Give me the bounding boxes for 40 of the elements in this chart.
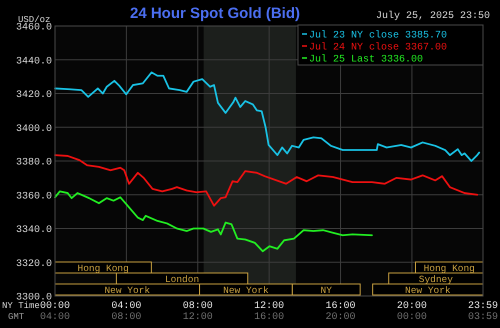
y-tick-label: 3320.0 (16, 258, 52, 270)
legend-label: Jul 23 NY close 3385.70 (309, 30, 448, 42)
y-tick-label: 3340.0 (16, 225, 52, 236)
y-tick-label: 3440.0 (16, 56, 52, 68)
x-tick-label: 20:00 (396, 301, 427, 312)
text: 00:00 (396, 312, 427, 323)
text: GMT (8, 312, 25, 322)
x-tick-label: 08:00 (182, 301, 213, 312)
text: 03:59 (468, 312, 498, 323)
band-label: Hong Kong (424, 263, 475, 274)
text: 16:00 (254, 312, 284, 323)
band-label: New York (405, 285, 451, 296)
text: 08:00 (111, 312, 142, 323)
band-label: Hong Kong (78, 263, 129, 274)
band-label: New York (223, 285, 270, 296)
x-tick-label: 16:00 (326, 301, 356, 312)
text: 12:00 (182, 312, 213, 323)
text: 20:00 (326, 312, 356, 323)
chart-subtitle: July 25, 2025 23:50 (376, 10, 490, 22)
x-axis-title: NY Time (2, 301, 40, 311)
y-tick-label: 3420.0 (16, 90, 52, 101)
band-label: London (164, 274, 200, 285)
x-tick-label: 23:59 (468, 301, 498, 312)
y-tick-label: 3460.0 (16, 22, 52, 34)
chart-title: 24 Hour Spot Gold (Bid) (130, 5, 300, 22)
band-label: Sydney (418, 274, 454, 285)
y-tick-label: 3400.0 (16, 124, 52, 135)
line-series (54, 154, 478, 207)
y-tick-label: 3360.0 (16, 191, 52, 202)
x-tick-label: 04:00 (111, 301, 142, 312)
text: 04:00 (40, 312, 70, 323)
line-series (54, 190, 373, 252)
x-tick-label: 00:00 (40, 301, 70, 312)
y-tick-label: 3380.0 (16, 158, 52, 168)
band-label: New York (104, 285, 150, 296)
line-series (54, 72, 480, 162)
legend-label: Jul 24 NY close 3367.00 (309, 42, 448, 54)
x-tick-label: 12:00 (254, 301, 284, 312)
legend-label: Jul 25 Last 3336.00 (309, 54, 424, 66)
band-label: NY (320, 285, 332, 296)
